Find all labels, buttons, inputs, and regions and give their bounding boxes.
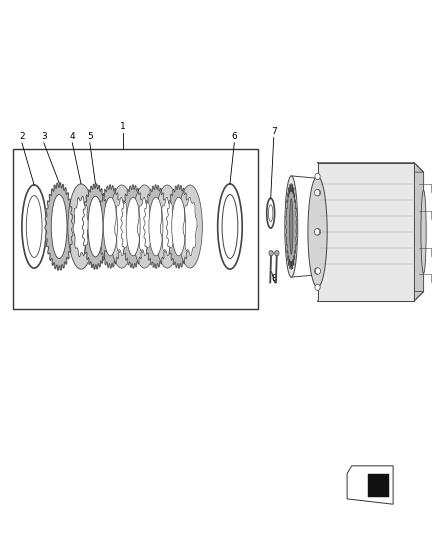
Ellipse shape [68, 184, 94, 269]
Polygon shape [138, 197, 152, 256]
Ellipse shape [88, 196, 103, 257]
Polygon shape [73, 196, 89, 257]
Polygon shape [368, 473, 389, 497]
Polygon shape [318, 163, 414, 301]
Ellipse shape [126, 197, 140, 256]
Polygon shape [144, 185, 168, 268]
Polygon shape [121, 185, 145, 268]
Text: 4: 4 [70, 132, 75, 141]
Circle shape [314, 229, 320, 235]
Text: 5: 5 [87, 132, 93, 141]
Circle shape [315, 268, 321, 274]
Polygon shape [45, 183, 73, 270]
Text: 8: 8 [271, 274, 277, 284]
Polygon shape [318, 163, 424, 172]
Polygon shape [166, 185, 191, 268]
Text: 1: 1 [120, 122, 126, 131]
Circle shape [315, 189, 321, 196]
Ellipse shape [132, 185, 157, 268]
Polygon shape [414, 163, 424, 301]
Circle shape [314, 189, 320, 196]
Polygon shape [98, 185, 123, 268]
Ellipse shape [103, 197, 117, 256]
Ellipse shape [110, 185, 134, 268]
Ellipse shape [172, 197, 186, 256]
Polygon shape [318, 292, 424, 301]
Polygon shape [183, 197, 197, 256]
Circle shape [315, 229, 321, 235]
Circle shape [275, 251, 279, 256]
Circle shape [315, 284, 320, 290]
Ellipse shape [313, 176, 325, 277]
Ellipse shape [155, 185, 180, 268]
Polygon shape [115, 197, 129, 256]
Polygon shape [286, 183, 297, 270]
Bar [13, 149, 258, 309]
Ellipse shape [421, 190, 426, 273]
Circle shape [314, 268, 320, 274]
Ellipse shape [290, 199, 293, 254]
Text: 3: 3 [41, 132, 47, 141]
Ellipse shape [178, 185, 202, 268]
Circle shape [315, 173, 320, 180]
Polygon shape [160, 197, 174, 256]
Text: 6: 6 [231, 132, 237, 141]
Text: 7: 7 [271, 127, 277, 136]
Ellipse shape [285, 176, 298, 277]
Text: 2: 2 [19, 132, 25, 141]
Ellipse shape [149, 197, 163, 256]
Polygon shape [82, 184, 109, 269]
Circle shape [269, 251, 273, 256]
Ellipse shape [308, 176, 327, 287]
Ellipse shape [51, 195, 67, 259]
